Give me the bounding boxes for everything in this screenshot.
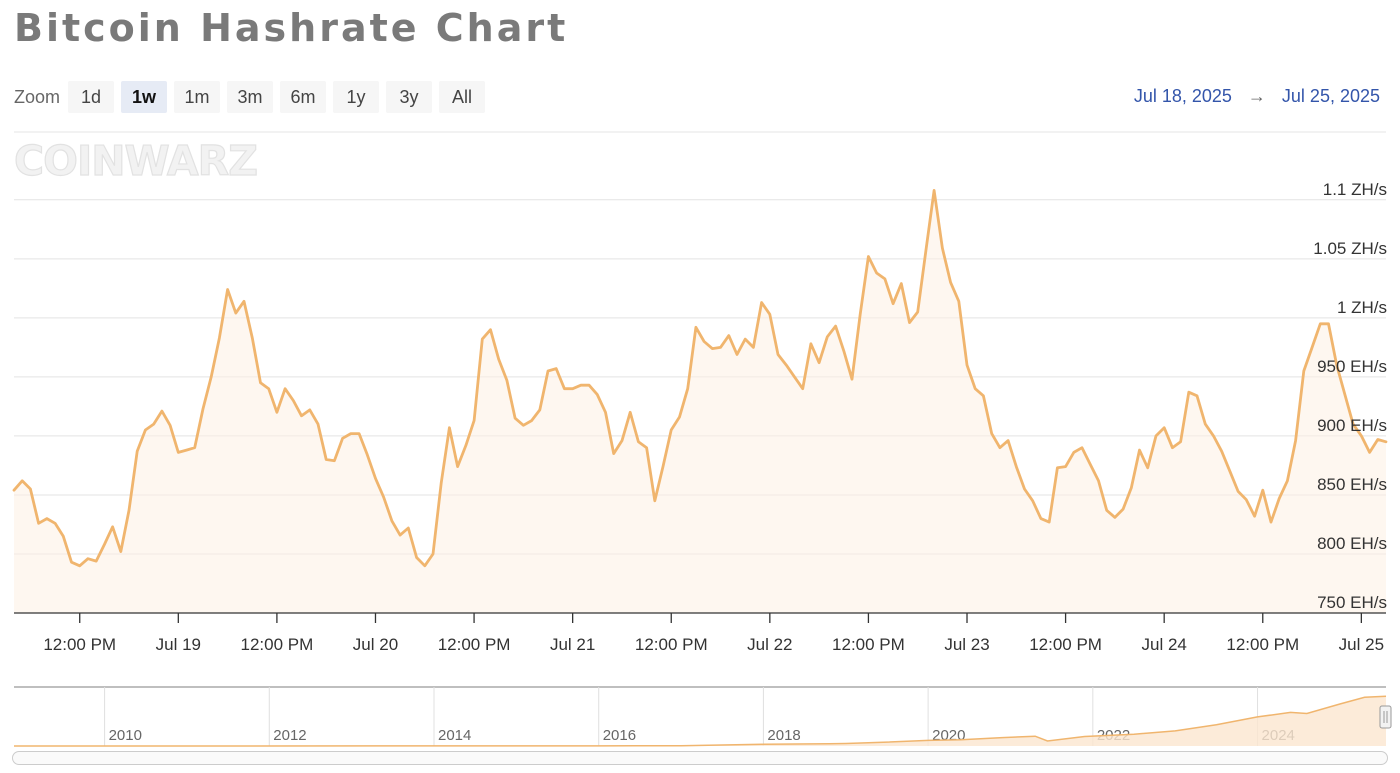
zoom-label: Zoom bbox=[14, 86, 61, 107]
x-tick-label: Jul 24 bbox=[1141, 635, 1186, 654]
navigator-year-label: 2016 bbox=[603, 727, 636, 744]
coinwarz-watermark-logo: COINWARZ bbox=[13, 136, 258, 185]
date-range: Jul 18, 2025 → Jul 25, 2025 bbox=[1134, 86, 1380, 107]
y-tick-label: 750 EH/s bbox=[1317, 593, 1387, 612]
navigator-chart[interactable]: 20102012201420162018202020222024 bbox=[0, 685, 1400, 751]
zoom-all-button[interactable]: All bbox=[439, 81, 486, 113]
zoom-1y-button[interactable]: 1y bbox=[333, 81, 380, 113]
navigator-year-label: 2014 bbox=[438, 727, 471, 744]
y-tick-label: 1 ZH/s bbox=[1337, 298, 1387, 317]
x-tick-label: Jul 25 bbox=[1339, 635, 1384, 654]
zoom-1m-button[interactable]: 1m bbox=[174, 81, 221, 113]
x-tick-label: 12:00 PM bbox=[635, 635, 708, 654]
y-tick-label: 1.05 ZH/s bbox=[1313, 239, 1387, 258]
y-tick-label: 850 EH/s bbox=[1317, 475, 1387, 494]
navigator-year-label: 2010 bbox=[109, 727, 142, 744]
hashrate-area bbox=[14, 190, 1386, 613]
x-tick-label: 12:00 PM bbox=[1029, 635, 1102, 654]
navigator-series-line bbox=[13, 695, 1387, 747]
zoom-1d-button[interactable]: 1d bbox=[68, 81, 115, 113]
svg-text:COINWARZ: COINWARZ bbox=[14, 137, 257, 185]
zoom-bar: Zoom 1d 1w 1m 3m 6m 1y 3y All bbox=[14, 81, 492, 113]
y-tick-label: 800 EH/s bbox=[1317, 534, 1387, 553]
navigator-area bbox=[14, 696, 1386, 746]
zoom-1w-button[interactable]: 1w bbox=[121, 81, 168, 113]
navigator-handle[interactable] bbox=[1379, 705, 1392, 729]
x-tick-label: 12:00 PM bbox=[1226, 635, 1299, 654]
range-to-date[interactable]: Jul 25, 2025 bbox=[1281, 86, 1380, 106]
navigator-scrollbar[interactable] bbox=[12, 751, 1388, 765]
navigator-year-label: 2012 bbox=[273, 727, 306, 744]
zoom-3m-button[interactable]: 3m bbox=[227, 81, 274, 113]
x-tick-label: Jul 22 bbox=[747, 635, 792, 654]
y-tick-label: 950 EH/s bbox=[1317, 357, 1387, 376]
x-tick-label: Jul 21 bbox=[550, 635, 595, 654]
navigator-year-label: 2018 bbox=[767, 727, 800, 744]
zoom-6m-button[interactable]: 6m bbox=[280, 81, 327, 113]
x-tick-label: Jul 20 bbox=[353, 635, 398, 654]
x-tick-label: 12:00 PM bbox=[832, 635, 905, 654]
range-from-date[interactable]: Jul 18, 2025 bbox=[1133, 86, 1232, 106]
x-tick-label: Jul 23 bbox=[944, 635, 989, 654]
x-tick-label: Jul 19 bbox=[156, 635, 201, 654]
arrow-right-icon: → bbox=[1247, 86, 1266, 106]
hashrate-chart[interactable]: COINWARZ 750 EH/s 800 EH/s 850 EH/s 900 EH/… bbox=[0, 128, 1400, 668]
y-tick-label: 1.1 ZH/s bbox=[1323, 180, 1387, 199]
x-tick-label: 12:00 PM bbox=[438, 635, 511, 654]
y-tick-label: 900 EH/s bbox=[1317, 416, 1387, 435]
zoom-3y-button[interactable]: 3y bbox=[386, 81, 433, 113]
hashrate-series-line bbox=[12, 189, 1388, 568]
x-tick-label: 12:00 PM bbox=[43, 635, 116, 654]
x-tick-label: 12:00 PM bbox=[241, 635, 314, 654]
page-title: Bitcoin Hashrate Chart bbox=[14, 6, 569, 50]
